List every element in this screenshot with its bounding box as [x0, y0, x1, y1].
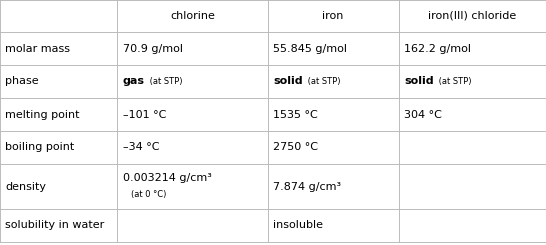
Text: iron(III) chloride: iron(III) chloride — [428, 11, 517, 21]
Text: (at 0 °C): (at 0 °C) — [131, 190, 167, 199]
Text: melting point: melting point — [5, 110, 80, 120]
Text: 304 °C: 304 °C — [404, 110, 442, 120]
Text: chlorine: chlorine — [170, 11, 215, 21]
Text: (at STP): (at STP) — [305, 77, 340, 86]
Text: 7.874 g/cm³: 7.874 g/cm³ — [273, 182, 341, 192]
Text: 162.2 g/mol: 162.2 g/mol — [404, 44, 471, 53]
Text: (at STP): (at STP) — [436, 77, 471, 86]
Text: 2750 °C: 2750 °C — [273, 143, 318, 152]
Text: 55.845 g/mol: 55.845 g/mol — [273, 44, 347, 53]
Text: phase: phase — [5, 76, 39, 86]
Text: –101 °C: –101 °C — [123, 110, 166, 120]
Text: molar mass: molar mass — [5, 44, 70, 53]
Text: solid: solid — [404, 76, 434, 86]
Text: iron: iron — [322, 11, 344, 21]
Text: solubility in water: solubility in water — [5, 220, 105, 231]
Text: solid: solid — [273, 76, 302, 86]
Text: gas: gas — [123, 76, 145, 86]
Text: density: density — [5, 182, 46, 192]
Text: (at STP): (at STP) — [147, 77, 182, 86]
Text: 70.9 g/mol: 70.9 g/mol — [123, 44, 183, 53]
Text: insoluble: insoluble — [273, 220, 323, 231]
Text: 0.003214 g/cm³: 0.003214 g/cm³ — [123, 173, 212, 184]
Text: boiling point: boiling point — [5, 143, 75, 152]
Text: 1535 °C: 1535 °C — [273, 110, 318, 120]
Text: –34 °C: –34 °C — [123, 143, 159, 152]
